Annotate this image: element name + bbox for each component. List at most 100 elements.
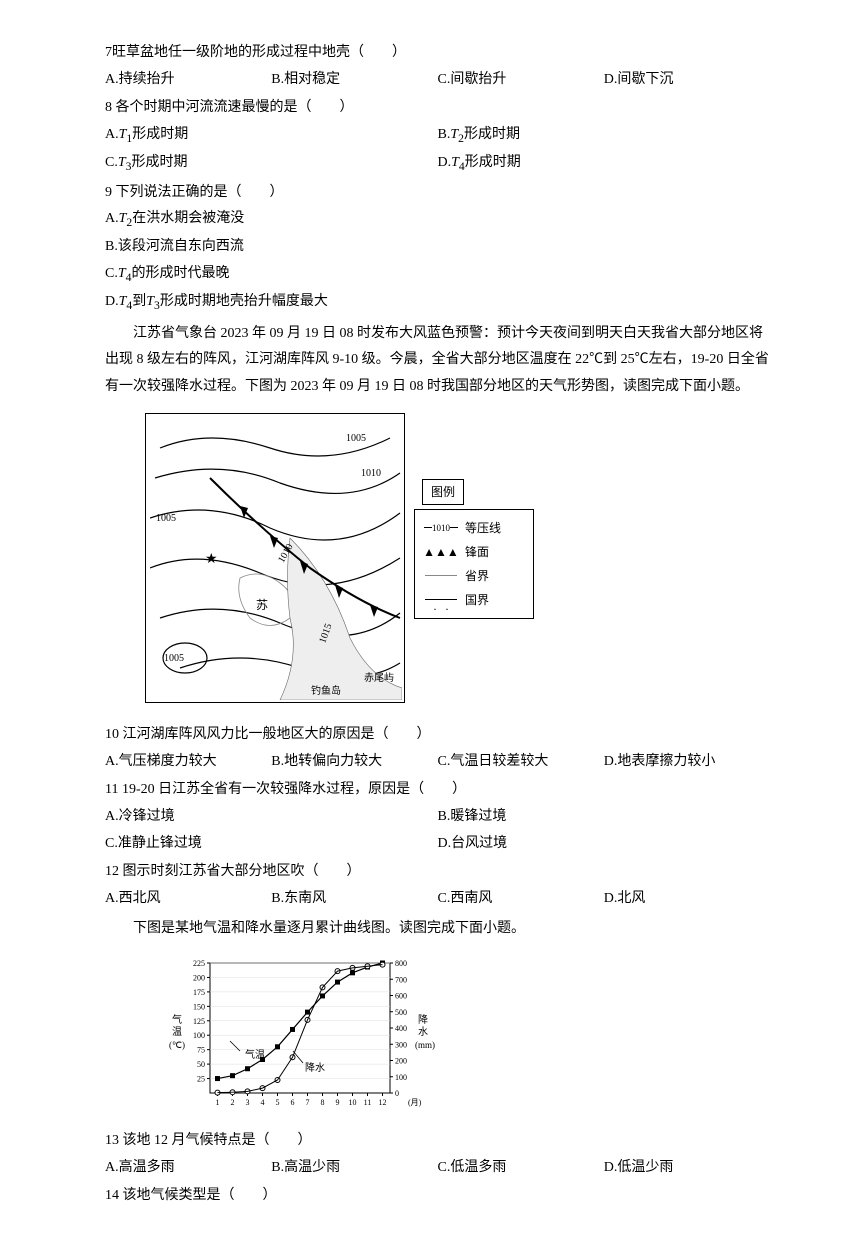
q12-options: A.西北风 B.东南风 C.西南风 D.北风 (105, 886, 770, 913)
svg-text:气温: 气温 (245, 1048, 265, 1061)
front-icon: ▲▲▲ (423, 540, 459, 564)
svg-text:降: 降 (418, 1013, 428, 1026)
q9-options: A.T2在洪水期会被淹没 B.该段河流自东向西流 C.T4的形成时代最晚 D.T… (105, 206, 770, 317)
isobar-label-3: 1005 (156, 509, 176, 528)
svg-text:温: 温 (172, 1026, 182, 1038)
q10-opt-c: C.气温日较差较大 (438, 749, 604, 776)
svg-text:100: 100 (395, 1073, 407, 1082)
q10-options: A.气压梯度力较大 B.地转偏向力较大 C.气温日较差较大 D.地表摩擦力较小 (105, 749, 770, 776)
isobar-label-6: 1005 (164, 649, 184, 668)
q11-opt-c: C.准静止锋过境 (105, 831, 438, 858)
svg-text:(℃): (℃) (169, 1040, 185, 1050)
q8-num: 8 (105, 100, 112, 115)
legend-title: 图例 (422, 479, 464, 506)
intro-climate: 下图是某地气温和降水量逐月累计曲线图。读图完成下面小题。 (105, 916, 770, 943)
q13-opt-d: D.低温少雨 (604, 1155, 770, 1182)
q10-opt-a: A.气压梯度力较大 (105, 749, 271, 776)
question-9: 9 下列说法正确的是（ ） A.T2在洪水期会被淹没 B.该段河流自东向西流 C… (105, 180, 770, 317)
question-12: 12 图示时刻江苏省大部分地区吹（ ） A.西北风 B.东南风 C.西南风 D.… (105, 859, 770, 912)
q8-opt-a: A.T1形成时期 (105, 122, 438, 150)
svg-text:4: 4 (261, 1098, 265, 1107)
q9-opt-c: C.T4的形成时代最晚 (105, 261, 770, 289)
svg-text:0: 0 (395, 1089, 399, 1098)
svg-text:11: 11 (364, 1098, 372, 1107)
weather-map: ★ 1005 1010 1005 1010 1015 1005 苏 赤尾屿 钓鱼… (145, 413, 405, 703)
question-14: 14 该地气候类型是（ ） (105, 1183, 770, 1210)
svg-text:25: 25 (197, 1074, 205, 1083)
question-13: 13 该地 12 月气候特点是（ ） A.高温多雨 B.高温少雨 C.低温多雨 … (105, 1128, 770, 1181)
svg-text:(mm): (mm) (415, 1040, 435, 1050)
isobar-label-2: 1010 (361, 464, 381, 483)
svg-text:2: 2 (231, 1098, 235, 1107)
svg-text:降水: 降水 (305, 1061, 325, 1074)
q12-opt-d: D.北风 (604, 886, 770, 913)
climate-chart: 2550751001251501752002250100200300400500… (165, 953, 445, 1118)
svg-text:6: 6 (291, 1098, 295, 1107)
svg-text:225: 225 (193, 959, 205, 968)
q11-stem: 11 19-20 日江苏全省有一次较强降水过程，原因是（ ） (105, 777, 770, 804)
q13-opt-c: C.低温多雨 (438, 1155, 604, 1182)
place-chiwei: 赤尾屿 (364, 669, 394, 688)
isobar-label-1: 1005 (346, 429, 366, 448)
q11-opt-d: D.台风过境 (438, 831, 771, 858)
q13-stem: 13 该地 12 月气候特点是（ ） (105, 1128, 770, 1155)
q10-opt-b: B.地转偏向力较大 (271, 749, 437, 776)
legend-box: 1010 等压线 ▲▲▲ 锋面 省界 ·· 国界 (414, 509, 534, 619)
q12-stem: 12 图示时刻江苏省大部分地区吹（ ） (105, 859, 770, 886)
q8-opt-c: C.T3形成时期 (105, 150, 438, 178)
svg-text:500: 500 (395, 1008, 407, 1017)
q7-stem: 7旺草盆地任一级阶地的形成过程中地壳（ ） (105, 40, 770, 67)
svg-text:600: 600 (395, 991, 407, 1000)
q7-opt-b: B.相对稳定 (271, 67, 437, 94)
climate-chart-svg: 2550751001251501752002250100200300400500… (165, 953, 445, 1118)
q7-options: A.持续抬升 B.相对稳定 C.间歇抬升 D.间歇下沉 (105, 67, 770, 94)
svg-text:100: 100 (193, 1031, 205, 1040)
q9-opt-a: A.T2在洪水期会被淹没 (105, 206, 770, 234)
q10-stem: 10 江河湖库阵风风力比一般地区大的原因是（ ） (105, 722, 770, 749)
q9-text: 下列说法正确的是（ ） (112, 185, 284, 200)
svg-text:8: 8 (321, 1098, 325, 1107)
q14-stem: 14 该地气候类型是（ ） (105, 1183, 770, 1210)
q7-opt-a: A.持续抬升 (105, 67, 271, 94)
svg-text:10: 10 (349, 1098, 357, 1107)
legend-country: ·· 国界 (423, 588, 525, 612)
q8-opt-d: D.T4形成时期 (438, 150, 771, 178)
question-8: 8 各个时期中河流流速最慢的是（ ） A.T1形成时期 B.T2形成时期 C.T… (105, 95, 770, 178)
q12-opt-b: B.东南风 (271, 886, 437, 913)
legend-front: ▲▲▲ 锋面 (423, 540, 525, 564)
svg-text:175: 175 (193, 988, 205, 997)
q8-stem: 8 各个时期中河流流速最慢的是（ ） (105, 95, 770, 122)
q13-opt-a: A.高温多雨 (105, 1155, 271, 1182)
svg-text:12: 12 (379, 1098, 387, 1107)
q7-opt-d: D.间歇下沉 (604, 67, 770, 94)
q11-opt-a: A.冷锋过境 (105, 804, 438, 831)
svg-text:50: 50 (197, 1060, 205, 1069)
place-su: 苏 (256, 594, 268, 617)
q11-options: A.冷锋过境 B.暖锋过境 C.准静止锋过境 D.台风过境 (105, 804, 770, 857)
q7-opt-c: C.间歇抬升 (438, 67, 604, 94)
svg-text:7: 7 (306, 1098, 310, 1107)
q9-stem: 9 下列说法正确的是（ ） (105, 180, 770, 207)
q8-options: A.T1形成时期 B.T2形成时期 C.T3形成时期 D.T4形成时期 (105, 122, 770, 178)
svg-text:300: 300 (395, 1040, 407, 1049)
svg-text:水: 水 (418, 1026, 428, 1038)
star-icon: ★ (205, 552, 218, 567)
place-diaoyu: 钓鱼岛 (311, 682, 341, 701)
q7-num: 7 (105, 45, 112, 60)
svg-text:400: 400 (395, 1024, 407, 1033)
q9-opt-d: D.T4到T3形成时期地壳抬升幅度最大 (105, 289, 770, 317)
intro-weather: 江苏省气象台 2023 年 09 月 19 日 08 时发布大风蓝色预警：预计今… (105, 321, 770, 401)
q9-num: 9 (105, 185, 112, 200)
svg-text:150: 150 (193, 1002, 205, 1011)
svg-text:5: 5 (276, 1098, 280, 1107)
svg-text:3: 3 (246, 1098, 250, 1107)
svg-text:气: 气 (172, 1013, 182, 1026)
svg-text:75: 75 (197, 1046, 205, 1055)
q9-opt-b: B.该段河流自东向西流 (105, 234, 770, 261)
legend-isobar: 1010 等压线 (423, 516, 525, 540)
svg-text:700: 700 (395, 975, 407, 984)
svg-text:9: 9 (336, 1098, 340, 1107)
question-10: 10 江河湖库阵风风力比一般地区大的原因是（ ） A.气压梯度力较大 B.地转偏… (105, 722, 770, 775)
question-7: 7旺草盆地任一级阶地的形成过程中地壳（ ） A.持续抬升 B.相对稳定 C.间歇… (105, 40, 770, 93)
q11-opt-b: B.暖锋过境 (438, 804, 771, 831)
